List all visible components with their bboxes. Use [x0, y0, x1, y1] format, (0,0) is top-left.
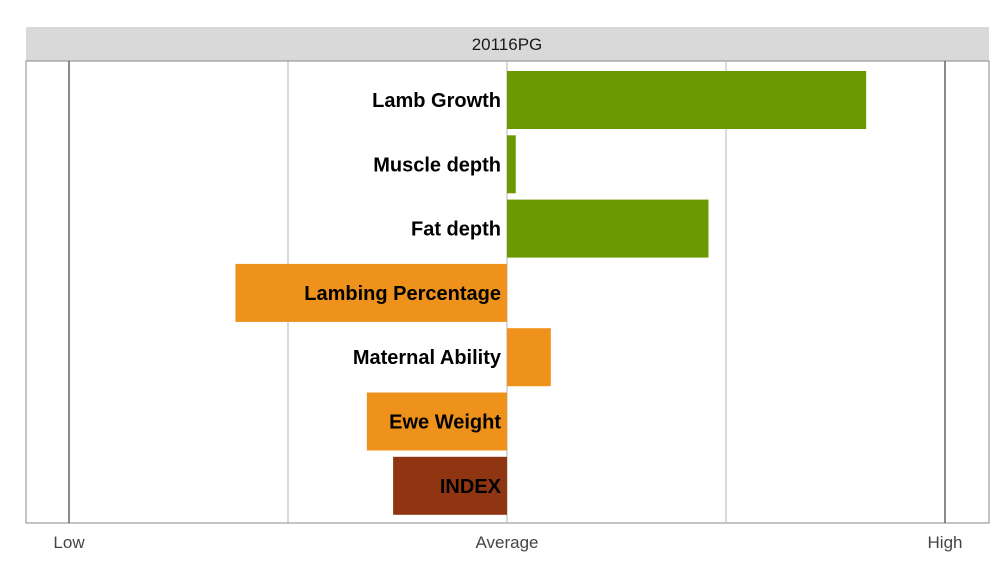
category-label: Lambing Percentage: [304, 283, 501, 305]
category-label: Muscle depth: [373, 154, 501, 176]
strip-background: [26, 27, 989, 61]
x-tick-label: Low: [53, 533, 85, 552]
category-label: Maternal Ability: [353, 347, 502, 369]
x-axis-ticks: Low Average High: [53, 533, 962, 552]
bar: [507, 328, 551, 387]
bar: [507, 199, 709, 258]
x-tick-label: High: [928, 533, 963, 552]
chart-title: 20116PG: [472, 35, 543, 54]
bar: [507, 71, 867, 129]
bar-labels: Lamb Growth Muscle depth Fat depth Lambing …: [304, 90, 502, 498]
category-label: Ewe Weight: [389, 412, 501, 434]
bar: [393, 456, 507, 515]
bar: [235, 263, 507, 322]
category-label: INDEX: [440, 476, 502, 498]
x-tick-label: Average: [475, 533, 538, 552]
bar: [366, 392, 507, 451]
bars: [235, 71, 867, 515]
category-label: Fat depth: [411, 219, 501, 241]
bar: [507, 135, 516, 194]
category-label: Lamb Growth: [372, 90, 501, 112]
